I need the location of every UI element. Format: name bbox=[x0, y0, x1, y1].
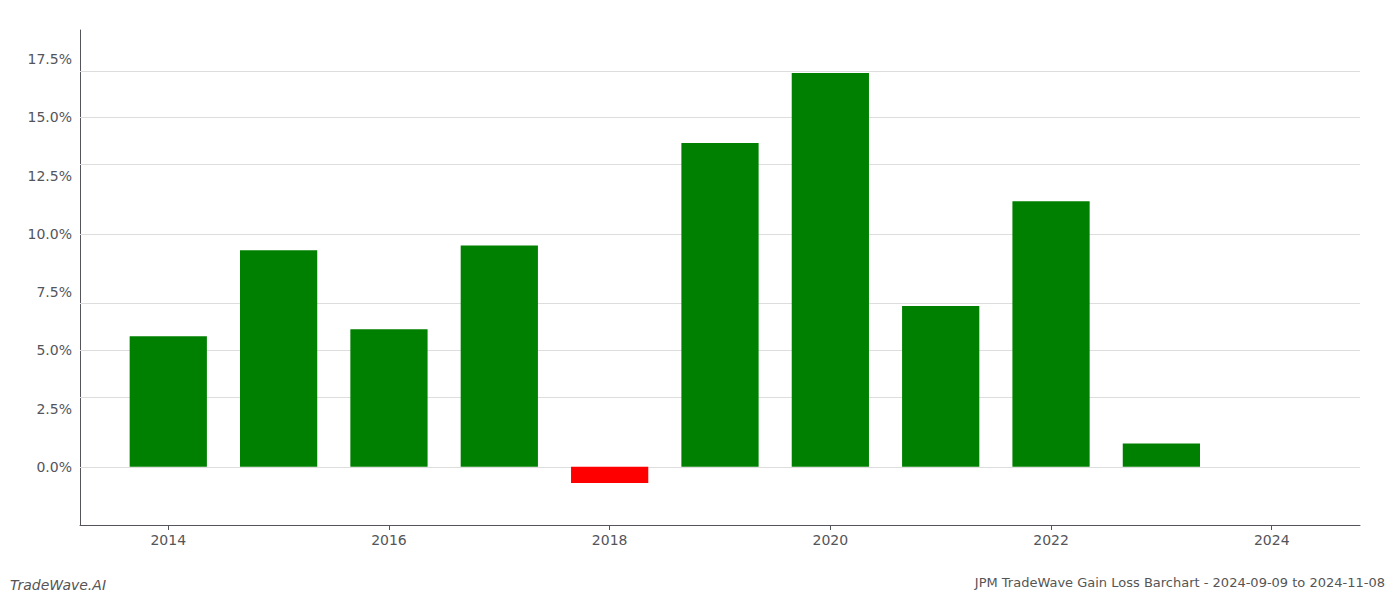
svg-text:2024: 2024 bbox=[1254, 532, 1290, 548]
svg-text:17.5%: 17.5% bbox=[28, 51, 72, 67]
svg-text:0.0%: 0.0% bbox=[36, 459, 72, 475]
svg-text:2020: 2020 bbox=[813, 532, 849, 548]
svg-text:2016: 2016 bbox=[371, 532, 407, 548]
svg-text:2022: 2022 bbox=[1033, 532, 1069, 548]
svg-text:2014: 2014 bbox=[150, 532, 186, 548]
svg-text:JPM TradeWave Gain Loss Barcha: JPM TradeWave Gain Loss Barchart - 2024-… bbox=[974, 575, 1385, 590]
svg-text:5.0%: 5.0% bbox=[36, 342, 72, 358]
svg-text:TradeWave.AI: TradeWave.AI bbox=[10, 577, 106, 593]
svg-text:7.5%: 7.5% bbox=[36, 284, 72, 300]
svg-text:12.5%: 12.5% bbox=[28, 168, 72, 184]
svg-text:2.5%: 2.5% bbox=[36, 401, 72, 417]
svg-text:15.0%: 15.0% bbox=[28, 109, 72, 125]
svg-text:10.0%: 10.0% bbox=[28, 226, 72, 242]
svg-text:2018: 2018 bbox=[592, 532, 628, 548]
